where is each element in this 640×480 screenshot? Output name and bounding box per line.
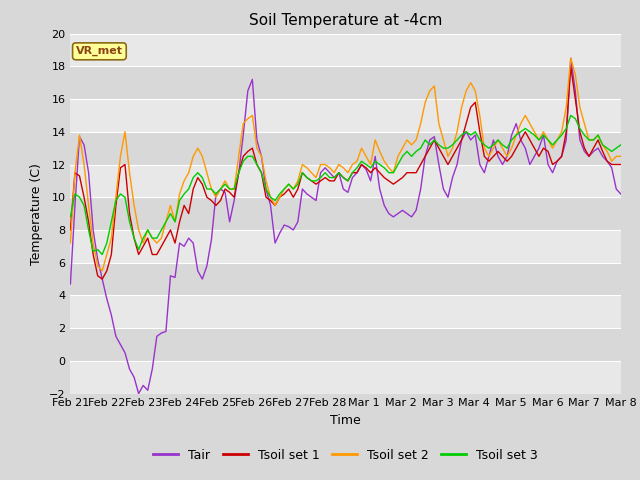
- Tsoil set 3: [617, 142, 625, 148]
- Tair: [421, 154, 429, 159]
- Tair: [567, 55, 575, 61]
- Line: Tsoil set 2: Tsoil set 2: [70, 58, 621, 271]
- Y-axis label: Temperature (C): Temperature (C): [31, 163, 44, 264]
- Tsoil set 1: [608, 162, 616, 168]
- Tair: [585, 154, 593, 159]
- Tsoil set 1: [198, 181, 206, 187]
- Bar: [70, 66, 621, 99]
- Tsoil set 1: [567, 63, 575, 69]
- Tair: [608, 165, 616, 171]
- Tsoil set 3: [585, 137, 593, 143]
- Title: Soil Temperature at -4cm: Soil Temperature at -4cm: [249, 13, 442, 28]
- Tsoil set 2: [421, 99, 429, 105]
- Tair: [135, 391, 143, 396]
- Tsoil set 2: [585, 137, 593, 143]
- X-axis label: Time: Time: [330, 414, 361, 427]
- Text: VR_met: VR_met: [76, 46, 123, 57]
- Tsoil set 2: [198, 154, 206, 159]
- Bar: [70, 328, 621, 361]
- Tsoil set 2: [371, 137, 379, 143]
- Tsoil set 3: [608, 148, 616, 154]
- Tsoil set 3: [421, 137, 429, 143]
- Tair: [371, 154, 379, 159]
- Tsoil set 2: [567, 55, 575, 61]
- Bar: [70, 34, 621, 66]
- Tsoil set 3: [67, 214, 74, 220]
- Bar: [70, 132, 621, 165]
- Bar: [70, 361, 621, 394]
- Tsoil set 3: [371, 158, 379, 164]
- Tair: [67, 281, 74, 287]
- Line: Tair: Tair: [70, 58, 621, 394]
- Tsoil set 3: [567, 112, 575, 118]
- Tsoil set 1: [371, 165, 379, 171]
- Line: Tsoil set 3: Tsoil set 3: [70, 115, 621, 254]
- Bar: [70, 263, 621, 295]
- Tsoil set 1: [421, 154, 429, 159]
- Tsoil set 3: [99, 252, 106, 257]
- Bar: [70, 230, 621, 263]
- Tsoil set 1: [585, 154, 593, 159]
- Tair: [198, 276, 206, 282]
- Legend: Tair, Tsoil set 1, Tsoil set 2, Tsoil set 3: Tair, Tsoil set 1, Tsoil set 2, Tsoil se…: [148, 444, 543, 467]
- Tsoil set 1: [99, 276, 106, 282]
- Tsoil set 2: [608, 158, 616, 164]
- Tsoil set 2: [99, 268, 106, 274]
- Tsoil set 2: [248, 112, 256, 118]
- Tsoil set 3: [198, 175, 206, 180]
- Bar: [70, 295, 621, 328]
- Tsoil set 2: [67, 240, 74, 246]
- Tsoil set 1: [617, 162, 625, 168]
- Tsoil set 3: [248, 154, 256, 159]
- Line: Tsoil set 1: Tsoil set 1: [70, 66, 621, 279]
- Tair: [248, 76, 256, 82]
- Bar: [70, 197, 621, 230]
- Tair: [617, 191, 625, 197]
- Bar: [70, 99, 621, 132]
- Bar: [70, 165, 621, 197]
- Tsoil set 1: [248, 145, 256, 151]
- Tsoil set 1: [67, 227, 74, 233]
- Tsoil set 2: [617, 154, 625, 159]
